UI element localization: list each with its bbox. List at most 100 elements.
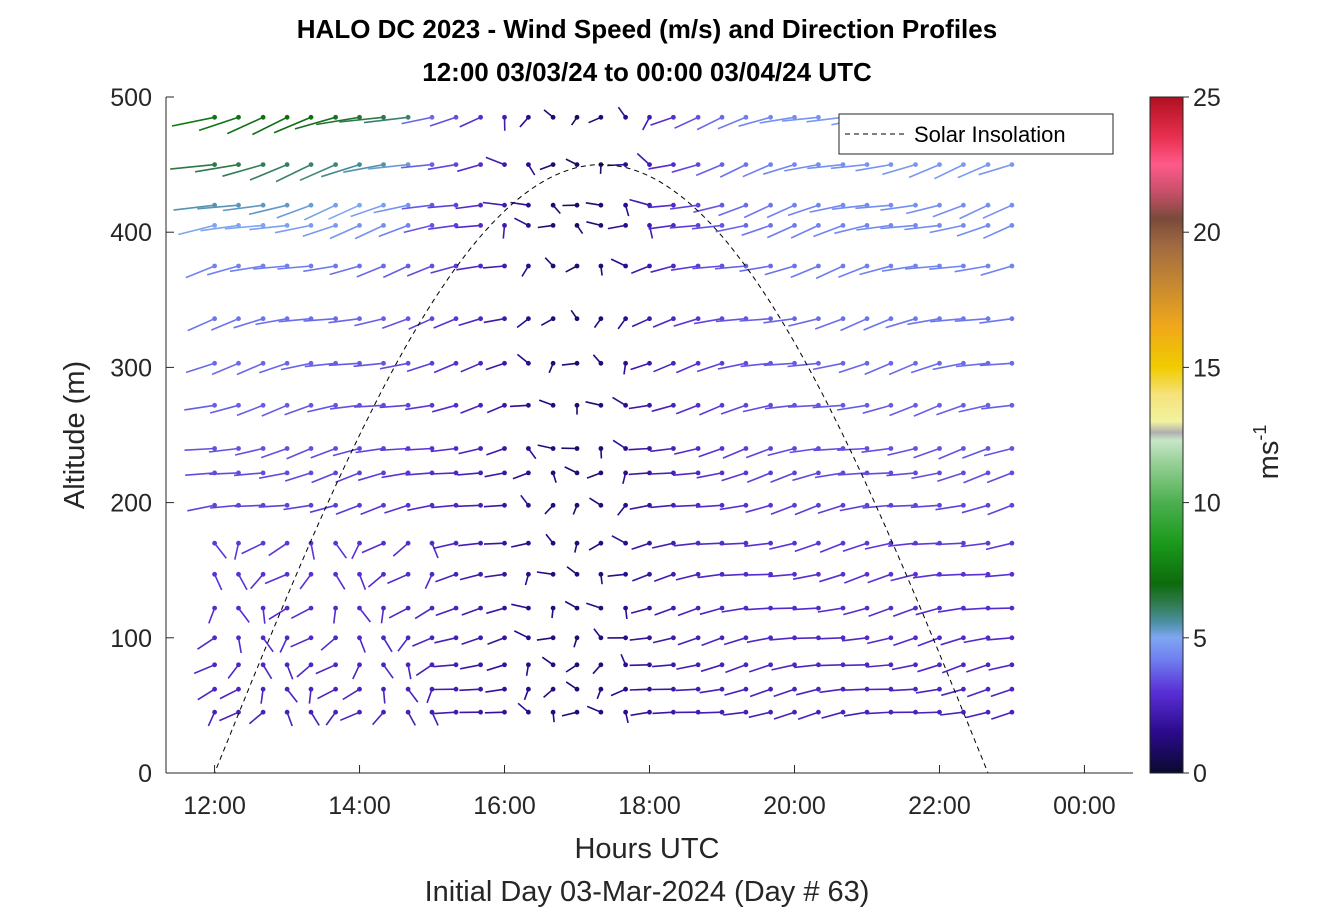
wind-vector-head bbox=[695, 605, 701, 611]
wind-vector bbox=[674, 447, 699, 455]
wind-vector bbox=[401, 116, 433, 125]
wind-vector-head bbox=[453, 223, 459, 228]
wind-vector bbox=[299, 163, 336, 182]
wind-vector-head bbox=[743, 470, 749, 476]
wind-vector-head bbox=[647, 223, 652, 228]
wind-vector-head bbox=[308, 635, 314, 641]
wind-vector bbox=[482, 265, 505, 269]
wind-vector-head bbox=[333, 605, 338, 611]
wind-vector bbox=[861, 472, 891, 475]
wind-vector bbox=[407, 688, 419, 703]
wind-vector bbox=[222, 204, 264, 212]
wind-vector bbox=[762, 163, 795, 175]
wind-vector-head bbox=[647, 402, 652, 408]
wind-vector-head bbox=[961, 540, 966, 546]
wind-vector-head bbox=[405, 223, 411, 228]
wind-vector-head bbox=[913, 402, 918, 408]
wind-vector-head bbox=[236, 114, 241, 120]
wind-vector-head bbox=[574, 470, 580, 476]
wind-vector-head bbox=[961, 709, 966, 715]
wind-vector bbox=[773, 688, 795, 698]
wind-vector bbox=[260, 447, 288, 459]
wind-vector bbox=[697, 573, 723, 579]
wind-vector bbox=[414, 607, 433, 620]
wind-vector-head bbox=[453, 709, 459, 715]
wind-vector bbox=[941, 664, 964, 674]
wind-vector-head bbox=[357, 571, 362, 577]
wind-vector-head bbox=[647, 540, 652, 546]
wind-vector-head bbox=[695, 662, 701, 668]
wind-vector bbox=[673, 472, 699, 476]
wind-vector bbox=[234, 543, 240, 560]
wind-vector bbox=[768, 607, 795, 610]
wind-vector-head bbox=[840, 316, 846, 322]
wind-vector bbox=[629, 637, 650, 641]
wind-vector-head bbox=[260, 202, 266, 208]
wind-vector-head bbox=[743, 202, 749, 208]
wind-vector-head bbox=[381, 316, 386, 322]
wind-vector-head bbox=[985, 571, 991, 577]
wind-vector bbox=[197, 688, 216, 701]
wind-vector bbox=[766, 224, 795, 239]
wind-vector bbox=[382, 664, 394, 679]
wind-vector-head bbox=[502, 114, 507, 120]
wind-vector-head bbox=[574, 263, 580, 269]
wind-vector bbox=[233, 472, 264, 477]
wind-vector-head bbox=[502, 446, 507, 451]
wind-vector-head bbox=[453, 605, 459, 611]
wind-vector bbox=[460, 362, 481, 373]
wind-vector-head bbox=[260, 571, 266, 577]
wind-vector bbox=[303, 317, 336, 322]
wind-vector bbox=[630, 711, 650, 717]
wind-vector-head bbox=[695, 571, 701, 577]
wind-vector bbox=[691, 224, 723, 230]
wind-vector bbox=[855, 204, 891, 210]
wind-vector-head bbox=[212, 316, 218, 322]
wind-vector bbox=[333, 608, 337, 624]
y-tick-label: 200 bbox=[110, 490, 152, 518]
wind-vector bbox=[935, 542, 964, 546]
wind-vector bbox=[458, 447, 481, 455]
wind-vector bbox=[273, 116, 312, 134]
wind-vector-head bbox=[598, 263, 604, 269]
wind-vector-head bbox=[598, 662, 604, 668]
y-tick-label: 100 bbox=[110, 625, 152, 653]
wind-vector bbox=[427, 204, 457, 209]
wind-vector bbox=[363, 116, 409, 124]
wind-vector-head bbox=[864, 360, 870, 366]
wind-vector-head bbox=[574, 402, 580, 408]
wind-vector bbox=[206, 265, 239, 276]
wind-vector-head bbox=[333, 571, 338, 577]
wind-vector-head bbox=[453, 502, 459, 508]
wind-vector-head bbox=[937, 662, 942, 668]
wind-vector-head bbox=[478, 114, 483, 120]
wind-vector bbox=[296, 664, 312, 678]
wind-vector-head bbox=[357, 202, 362, 208]
wind-vector-head bbox=[1009, 162, 1015, 168]
wind-vector bbox=[485, 688, 505, 693]
wind-vector bbox=[171, 116, 215, 127]
wind-vector-head bbox=[429, 502, 435, 508]
wind-vector-head bbox=[502, 605, 507, 611]
x-tick-label: 00:00 bbox=[1053, 792, 1116, 820]
wind-vector bbox=[487, 637, 505, 645]
wind-vector-head bbox=[429, 360, 435, 366]
wind-vector-head bbox=[260, 635, 266, 641]
wind-vector-head bbox=[405, 402, 411, 408]
wind-vector bbox=[696, 542, 723, 546]
wind-vector-head bbox=[502, 316, 507, 322]
wind-vector-head bbox=[743, 114, 749, 120]
wind-vector-head bbox=[937, 360, 942, 366]
wind-vector bbox=[986, 637, 1012, 641]
wind-vector-head bbox=[985, 470, 991, 476]
wind-vector bbox=[537, 444, 554, 450]
wind-vector-head bbox=[647, 662, 652, 668]
wind-vector bbox=[435, 573, 457, 583]
wind-vector-head bbox=[937, 502, 942, 508]
wind-vector-head bbox=[647, 446, 652, 451]
wind-vector bbox=[888, 362, 916, 376]
wind-vector-head bbox=[308, 263, 314, 269]
wind-vector-head bbox=[937, 635, 942, 641]
wind-vector bbox=[317, 688, 336, 700]
wind-vector bbox=[911, 472, 940, 480]
